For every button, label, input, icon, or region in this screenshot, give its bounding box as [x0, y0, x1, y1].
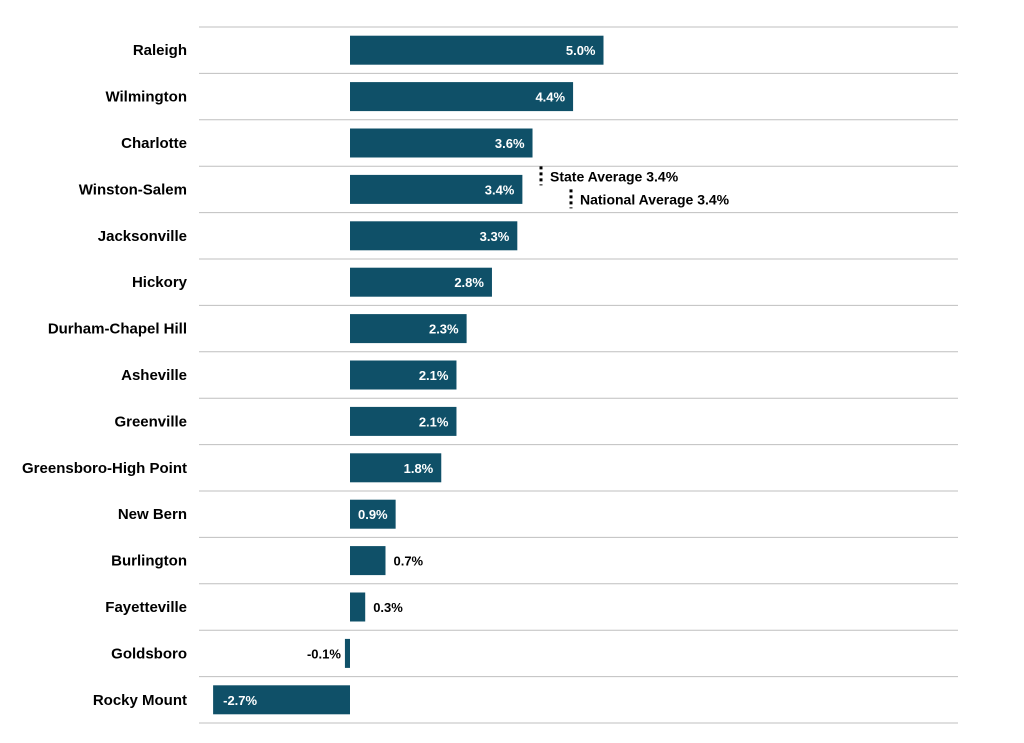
- bar: [350, 35, 604, 65]
- category-label: Goldsboro: [111, 645, 187, 662]
- value-label: 2.1%: [419, 414, 449, 429]
- bar: [350, 221, 518, 251]
- bar: [350, 453, 442, 483]
- value-label: 2.8%: [454, 275, 484, 290]
- value-label: 5.0%: [566, 43, 596, 58]
- value-label: -2.7%: [223, 693, 257, 708]
- category-label: Wilmington: [105, 89, 187, 106]
- value-label: 3.3%: [480, 229, 510, 244]
- category-label: Durham-Chapel Hill: [48, 321, 187, 338]
- bar: [350, 406, 457, 436]
- value-label: 0.7%: [393, 554, 423, 569]
- gridlines: [199, 26, 958, 724]
- value-label: 1.8%: [404, 461, 434, 476]
- bar: [350, 174, 523, 204]
- category-label: Rocky Mount: [93, 692, 187, 709]
- value-label: 2.3%: [429, 322, 459, 337]
- value-label: 2.1%: [419, 368, 449, 383]
- value-label: 3.6%: [495, 136, 525, 151]
- reference-label: State Average 3.4%: [550, 168, 679, 184]
- category-label: Greenville: [114, 413, 187, 430]
- category-label: Winston-Salem: [79, 181, 187, 198]
- category-label: Raleigh: [133, 42, 187, 59]
- reference-markers: State Average 3.4% National Average 3.4%: [539, 166, 730, 209]
- category-label: Jacksonville: [98, 228, 187, 245]
- bar: [350, 499, 396, 529]
- bar: [213, 685, 350, 715]
- category-label: Charlotte: [121, 135, 187, 152]
- bar: [350, 267, 492, 297]
- category-label: Greensboro-High Point: [22, 460, 187, 477]
- category-label: New Bern: [118, 506, 187, 523]
- bar: [350, 128, 533, 158]
- value-label: 0.9%: [358, 507, 388, 522]
- category-labels: Raleigh Wilmington Charlotte Winston-Salem J…: [22, 42, 188, 709]
- value-labels: 5.0% 4.4% 3.6% 3.4% 3.3% 2.8% 2.3% 2.1% 2.1% 1.8%…: [223, 43, 596, 708]
- bar: [344, 638, 350, 668]
- value-label: 4.4%: [535, 90, 565, 105]
- category-label: Fayetteville: [105, 599, 187, 616]
- bar: [350, 360, 457, 390]
- bar: [350, 82, 574, 112]
- bars: [213, 35, 604, 715]
- value-label: -0.1%: [307, 646, 341, 661]
- bar: [350, 592, 366, 622]
- category-label: Asheville: [121, 367, 187, 384]
- reference-label: National Average 3.4%: [580, 191, 730, 207]
- value-label: 0.3%: [373, 600, 403, 615]
- category-label: Burlington: [111, 553, 187, 570]
- value-label: 3.4%: [485, 182, 515, 197]
- bar: [350, 546, 386, 576]
- bar: [350, 314, 467, 344]
- category-label: Hickory: [132, 274, 188, 291]
